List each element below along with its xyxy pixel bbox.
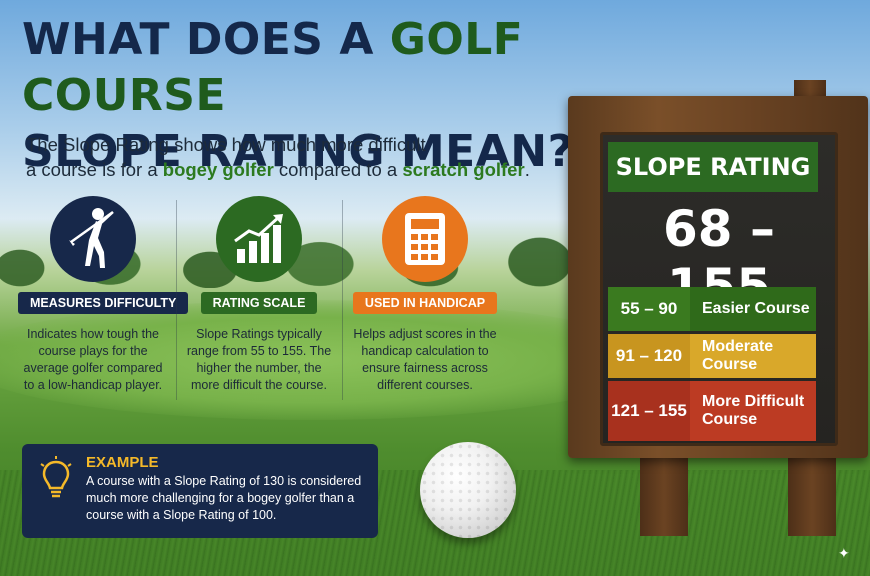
chart-icon (216, 196, 302, 282)
desc-used-in-handicap: Helps adjust scores in the handicap calc… (353, 327, 497, 392)
example-heading: EXAMPLE (86, 454, 159, 471)
sign-row-range: 121 – 155 (608, 381, 690, 441)
column-used-in-handicap: USED IN HANDICAP Helps adjust scores in … (350, 196, 500, 394)
sparkle-icon: ✦ (838, 545, 850, 561)
subtitle-text4: . (524, 159, 530, 180)
desc-measures-difficulty: Indicates how tough the course plays for… (23, 327, 163, 392)
subtitle-text2: a course is for a (26, 159, 158, 180)
sign-row-range: 91 – 120 (608, 334, 690, 378)
page-title: WHAT DOES A GOLF COURSE SLOPE RATING MEA… (22, 12, 582, 180)
subtitle: The Slope Rating shows how much more dif… (26, 132, 566, 182)
subtitle-highlight-bogey: bogey golfer (162, 159, 274, 180)
golfer-icon (50, 196, 136, 282)
badge-used-in-handicap: USED IN HANDICAP (352, 292, 498, 314)
subtitle-text1: The Slope Rating shows how much more dif… (26, 134, 426, 155)
badge-rating-scale: RATING SCALE (200, 292, 318, 314)
lightbulb-icon (40, 456, 72, 498)
column-measures-difficulty: MEASURES DIFFICULTY Indicates how tough … (18, 196, 189, 394)
divider (176, 200, 177, 400)
golf-ball (420, 442, 516, 538)
sign-row-difficult: 121 – 155 More Difficult Course (608, 381, 816, 441)
sign-label: SLOPE RATING (608, 142, 818, 192)
sign-row-moderate: 91 – 120 Moderate Course (608, 334, 816, 378)
sign-row-easier: 55 – 90 Easier Course (608, 287, 816, 331)
sign-row-label: Easier Course (690, 287, 816, 331)
fairway (0, 300, 660, 420)
title-part1: WHAT DOES A (22, 14, 374, 65)
desc-rating-scale: Slope Ratings typically range from 55 to… (186, 327, 332, 392)
sign-row-label: More Difficult Course (690, 381, 816, 441)
subtitle-text3: compared to a (278, 159, 398, 180)
sign-row-label: Moderate Course (690, 334, 816, 378)
divider (342, 200, 343, 400)
title-part2: GOLF COURSE (22, 14, 524, 121)
sign-row-range: 55 – 90 (608, 287, 690, 331)
example-text: A course with a Slope Rating of 130 is c… (86, 474, 362, 522)
subtitle-highlight-scratch: scratch golfer (402, 159, 525, 180)
calculator-icon (382, 196, 468, 282)
column-rating-scale: RATING SCALE Slope Ratings typically ran… (184, 196, 334, 394)
badge-measures-difficulty: MEASURES DIFFICULTY (18, 292, 189, 314)
title-part3: SLOPE RATING MEAN? (22, 126, 574, 177)
example-box: EXAMPLE A course with a Slope Rating of … (22, 444, 378, 538)
